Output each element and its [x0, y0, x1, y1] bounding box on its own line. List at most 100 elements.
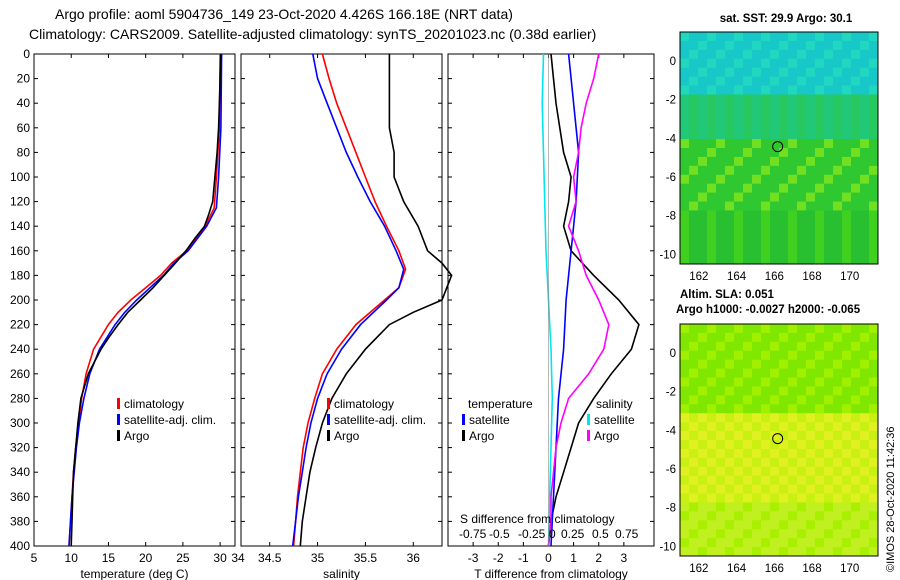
map-cell: [788, 484, 798, 495]
map-cell: [761, 368, 771, 379]
map-cell: [725, 148, 735, 158]
map-cell: [815, 359, 825, 370]
map-cell: [851, 520, 861, 530]
map-cell: [788, 457, 798, 468]
map-cell: [806, 112, 816, 122]
map-cell: [752, 359, 762, 370]
map-cell: [725, 121, 735, 131]
x-axis-label-temperature: temperature (deg C): [80, 567, 188, 580]
map-cell: [743, 40, 753, 51]
map-cell: [833, 58, 843, 69]
map-cell: [860, 130, 870, 140]
map-cell: [752, 422, 762, 432]
map-cell: [815, 484, 825, 495]
map-cell: [770, 538, 780, 548]
map-cell: [842, 183, 852, 194]
map-cell: [824, 40, 834, 51]
map-cell: [797, 67, 807, 78]
legend-label-temperature: satellite-adj. clim.: [124, 413, 216, 427]
map-cell: [842, 475, 852, 486]
map-cell: [761, 413, 771, 423]
map-cell: [725, 228, 735, 238]
map-cell: [779, 404, 789, 414]
map-cell: [797, 165, 807, 176]
depth-tick-label: 0: [23, 47, 30, 61]
map-cell: [734, 130, 744, 140]
map-cell: [770, 139, 780, 149]
map-cell: [833, 368, 843, 379]
map-cell: [851, 332, 861, 343]
map-cell: [806, 341, 816, 352]
map-cell: [698, 121, 708, 131]
map-cell: [842, 228, 852, 238]
map-cell: [779, 255, 789, 265]
map-cell: [851, 148, 861, 158]
map-cell: [761, 466, 771, 477]
map-cell: [689, 210, 699, 220]
map-cell: [851, 85, 861, 95]
map-cell: [689, 32, 699, 42]
x-tick-label: 35: [311, 551, 325, 565]
map-cell: [752, 538, 762, 548]
map-cell: [815, 431, 825, 441]
map-cell: [716, 359, 726, 370]
map-cell: [833, 40, 843, 51]
map-cell: [698, 493, 708, 503]
map-cell: [815, 475, 825, 486]
map-cell: [707, 201, 717, 211]
map-cell: [806, 502, 816, 512]
map-cell: [725, 386, 735, 396]
map-cell: [797, 49, 807, 60]
map-cell: [716, 94, 726, 104]
map-cell: [761, 377, 771, 387]
map-cell: [824, 67, 834, 78]
map-cell: [842, 511, 852, 521]
map-cell: [860, 457, 870, 468]
map-cell: [716, 341, 726, 352]
map-cell: [707, 520, 717, 530]
map-cell: [779, 422, 789, 432]
series-line-salinity-Argo: [299, 54, 453, 547]
map-cell: [770, 192, 780, 203]
map-cell: [851, 547, 861, 557]
map-cell: [833, 246, 843, 256]
legend-header-salinity: salinity: [596, 397, 633, 411]
map-cell: [833, 121, 843, 131]
depth-tick-label: 160: [10, 244, 30, 258]
map-cell: [797, 511, 807, 521]
map-cell: [788, 103, 798, 113]
map-cell: [860, 484, 870, 495]
map-lon-label: 164: [727, 563, 747, 575]
map-cell: [761, 32, 771, 42]
map-cell: [734, 139, 744, 149]
map-cell: [716, 156, 726, 167]
map-cell: [743, 466, 753, 477]
map-cell: [761, 183, 771, 194]
map-cell: [851, 431, 861, 441]
map-cell: [770, 386, 780, 396]
map-lon-label: 162: [689, 563, 708, 575]
map-cell: [779, 32, 789, 42]
map-cell: [725, 484, 735, 495]
map-cell: [833, 103, 843, 113]
map-cell: [761, 58, 771, 69]
map-cell: [806, 484, 816, 495]
map-cell: [824, 332, 834, 343]
map-cell: [851, 237, 861, 247]
map-cell: [815, 404, 825, 414]
map-cell: [815, 529, 825, 539]
map-cell: [698, 183, 708, 194]
map-cell: [860, 174, 870, 185]
map-cell: [788, 219, 798, 229]
map-cell: [716, 404, 726, 414]
map-lat-label: -8: [666, 503, 676, 515]
map-cell: [788, 165, 798, 176]
map-cell: [869, 201, 879, 211]
map-cell: [797, 94, 807, 104]
x-tick-label: 0: [545, 551, 552, 565]
map-cell: [725, 431, 735, 441]
map-cell: [869, 49, 879, 60]
map-cell: [860, 94, 870, 104]
map-cell: [869, 475, 879, 486]
map-cell: [869, 165, 879, 176]
